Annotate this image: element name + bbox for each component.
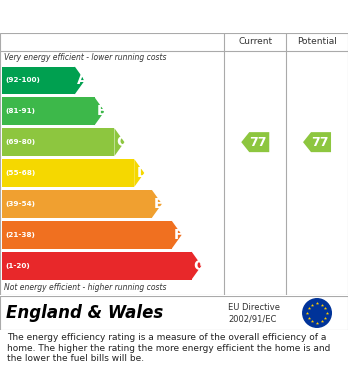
Polygon shape	[303, 132, 331, 152]
Text: The energy efficiency rating is a measure of the overall efficiency of a home. T: The energy efficiency rating is a measur…	[7, 333, 330, 363]
Text: (1-20): (1-20)	[5, 263, 30, 269]
Bar	[2, 159, 134, 187]
Bar	[2, 190, 152, 218]
Text: C: C	[117, 135, 127, 149]
Text: (21-38): (21-38)	[5, 232, 35, 238]
Text: D: D	[136, 166, 148, 180]
Text: Energy Efficiency Rating: Energy Efficiency Rating	[10, 9, 220, 24]
Text: B: B	[97, 104, 107, 118]
Polygon shape	[134, 159, 144, 187]
Text: 2002/91/EC: 2002/91/EC	[228, 315, 277, 324]
Text: A: A	[77, 74, 87, 88]
Text: Very energy efficient - lower running costs: Very energy efficient - lower running co…	[4, 54, 166, 63]
Text: F: F	[174, 228, 183, 242]
Circle shape	[303, 299, 331, 327]
Text: England & Wales: England & Wales	[6, 304, 163, 322]
Text: Not energy efficient - higher running costs: Not energy efficient - higher running co…	[4, 283, 166, 292]
Text: G: G	[193, 258, 205, 273]
Bar	[2, 66, 75, 94]
Bar	[2, 128, 114, 156]
Polygon shape	[114, 128, 125, 156]
Text: (92-100): (92-100)	[5, 77, 40, 83]
Polygon shape	[172, 221, 182, 249]
Polygon shape	[241, 132, 269, 152]
Text: (39-54): (39-54)	[5, 201, 35, 207]
Text: (69-80): (69-80)	[5, 139, 35, 145]
Text: E: E	[154, 197, 164, 211]
Polygon shape	[75, 66, 85, 94]
Bar	[2, 97, 95, 125]
Text: EU Directive: EU Directive	[228, 303, 280, 312]
Text: (81-91): (81-91)	[5, 108, 35, 114]
Polygon shape	[95, 97, 105, 125]
Bar	[2, 252, 192, 280]
Text: Potential: Potential	[297, 38, 337, 47]
Text: 77: 77	[250, 136, 267, 149]
Polygon shape	[192, 252, 201, 280]
Polygon shape	[152, 190, 162, 218]
Text: Current: Current	[238, 38, 272, 47]
Text: 77: 77	[311, 136, 329, 149]
Text: (55-68): (55-68)	[5, 170, 35, 176]
Bar	[2, 221, 172, 249]
